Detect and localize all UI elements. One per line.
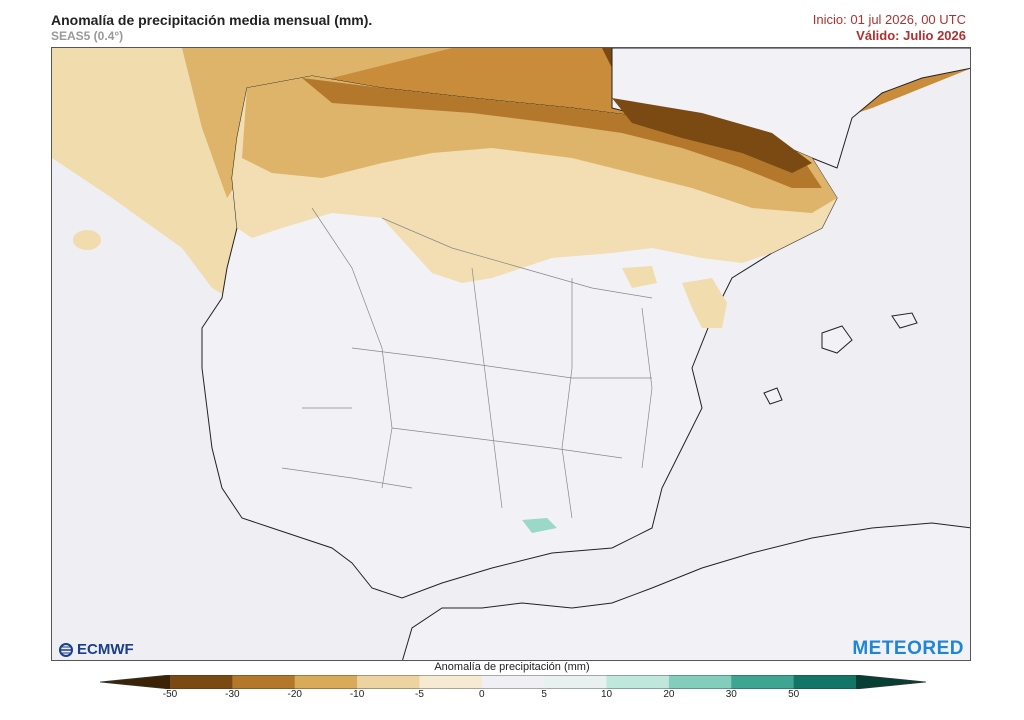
colorbar-segment [481,675,545,689]
anomaly-zone-pyrenees-dark [612,98,812,173]
colorbar-tick-label: 0 [479,689,485,700]
colorbar-segment [294,675,358,689]
valid-period: Válido: Julio 2026 [856,28,966,43]
colorbar [100,675,926,689]
ibiza-island [763,387,783,405]
anomaly-zone-teruel [622,266,657,288]
north-africa [402,522,970,660]
anomaly-zone-valencia [682,278,727,328]
colorbar-segment [731,675,795,689]
colorbar-segment [668,675,732,689]
anomaly-zone-atlantic-light [52,48,252,308]
colorbar-segment [170,675,233,689]
anomaly-zone-pyrenees-strong [302,78,822,188]
colorbar-extend-low [100,675,170,689]
ecmwf-logo: ECMWF [58,641,134,658]
regional-borders [281,207,653,519]
colorbar-tick-label: 20 [663,689,675,700]
colorbar-ticks: -50 -30 -20 -10 -5 0 5 10 20 30 50 [0,689,1024,703]
meteored-logo: METEORED [852,638,964,659]
colorbar-tick-label: 30 [725,689,737,700]
colorbar-tick-label: 50 [788,689,800,700]
colorbar-tick-label: -30 [225,689,240,700]
colorbar-segment [544,675,608,689]
ecmwf-logo-text: ECMWF [77,641,134,658]
colorbar-tick-label: -50 [162,689,178,700]
colorbar-segment [357,675,420,689]
anomaly-zone-andalusia-positive [522,518,557,533]
colorbar-segment [232,675,296,689]
ecmwf-emblem-icon [59,642,73,657]
colorbar-tick-label: -10 [349,689,365,700]
colorbar-tick-label: -5 [415,689,424,700]
mallorca-island [821,325,853,354]
map-title: Anomalía de precipitación media mensual … [51,12,373,28]
anomaly-zone-cantabria-medium [242,76,837,213]
map-canvas [52,48,970,660]
init-time: Inicio: 01 jul 2026, 00 UTC [812,12,966,27]
model-subtitle: SEAS5 (0.4°) [51,29,124,43]
colorbar-tick-label: 10 [600,689,613,700]
colorbar-segment [606,675,670,689]
map-panel[interactable]: ECMWF METEORED [51,47,971,661]
colorbar-segment [793,675,857,689]
menorca-island [891,312,918,329]
colorbar-extend-high [856,675,926,689]
colorbar-tick-label: -20 [287,689,302,700]
colorbar-tick-label: 5 [541,689,547,700]
colorbar-segment [419,675,483,689]
anomaly-zone-offshore [73,230,101,250]
colorbar-label: Anomalía de precipitación (mm) [434,661,590,673]
